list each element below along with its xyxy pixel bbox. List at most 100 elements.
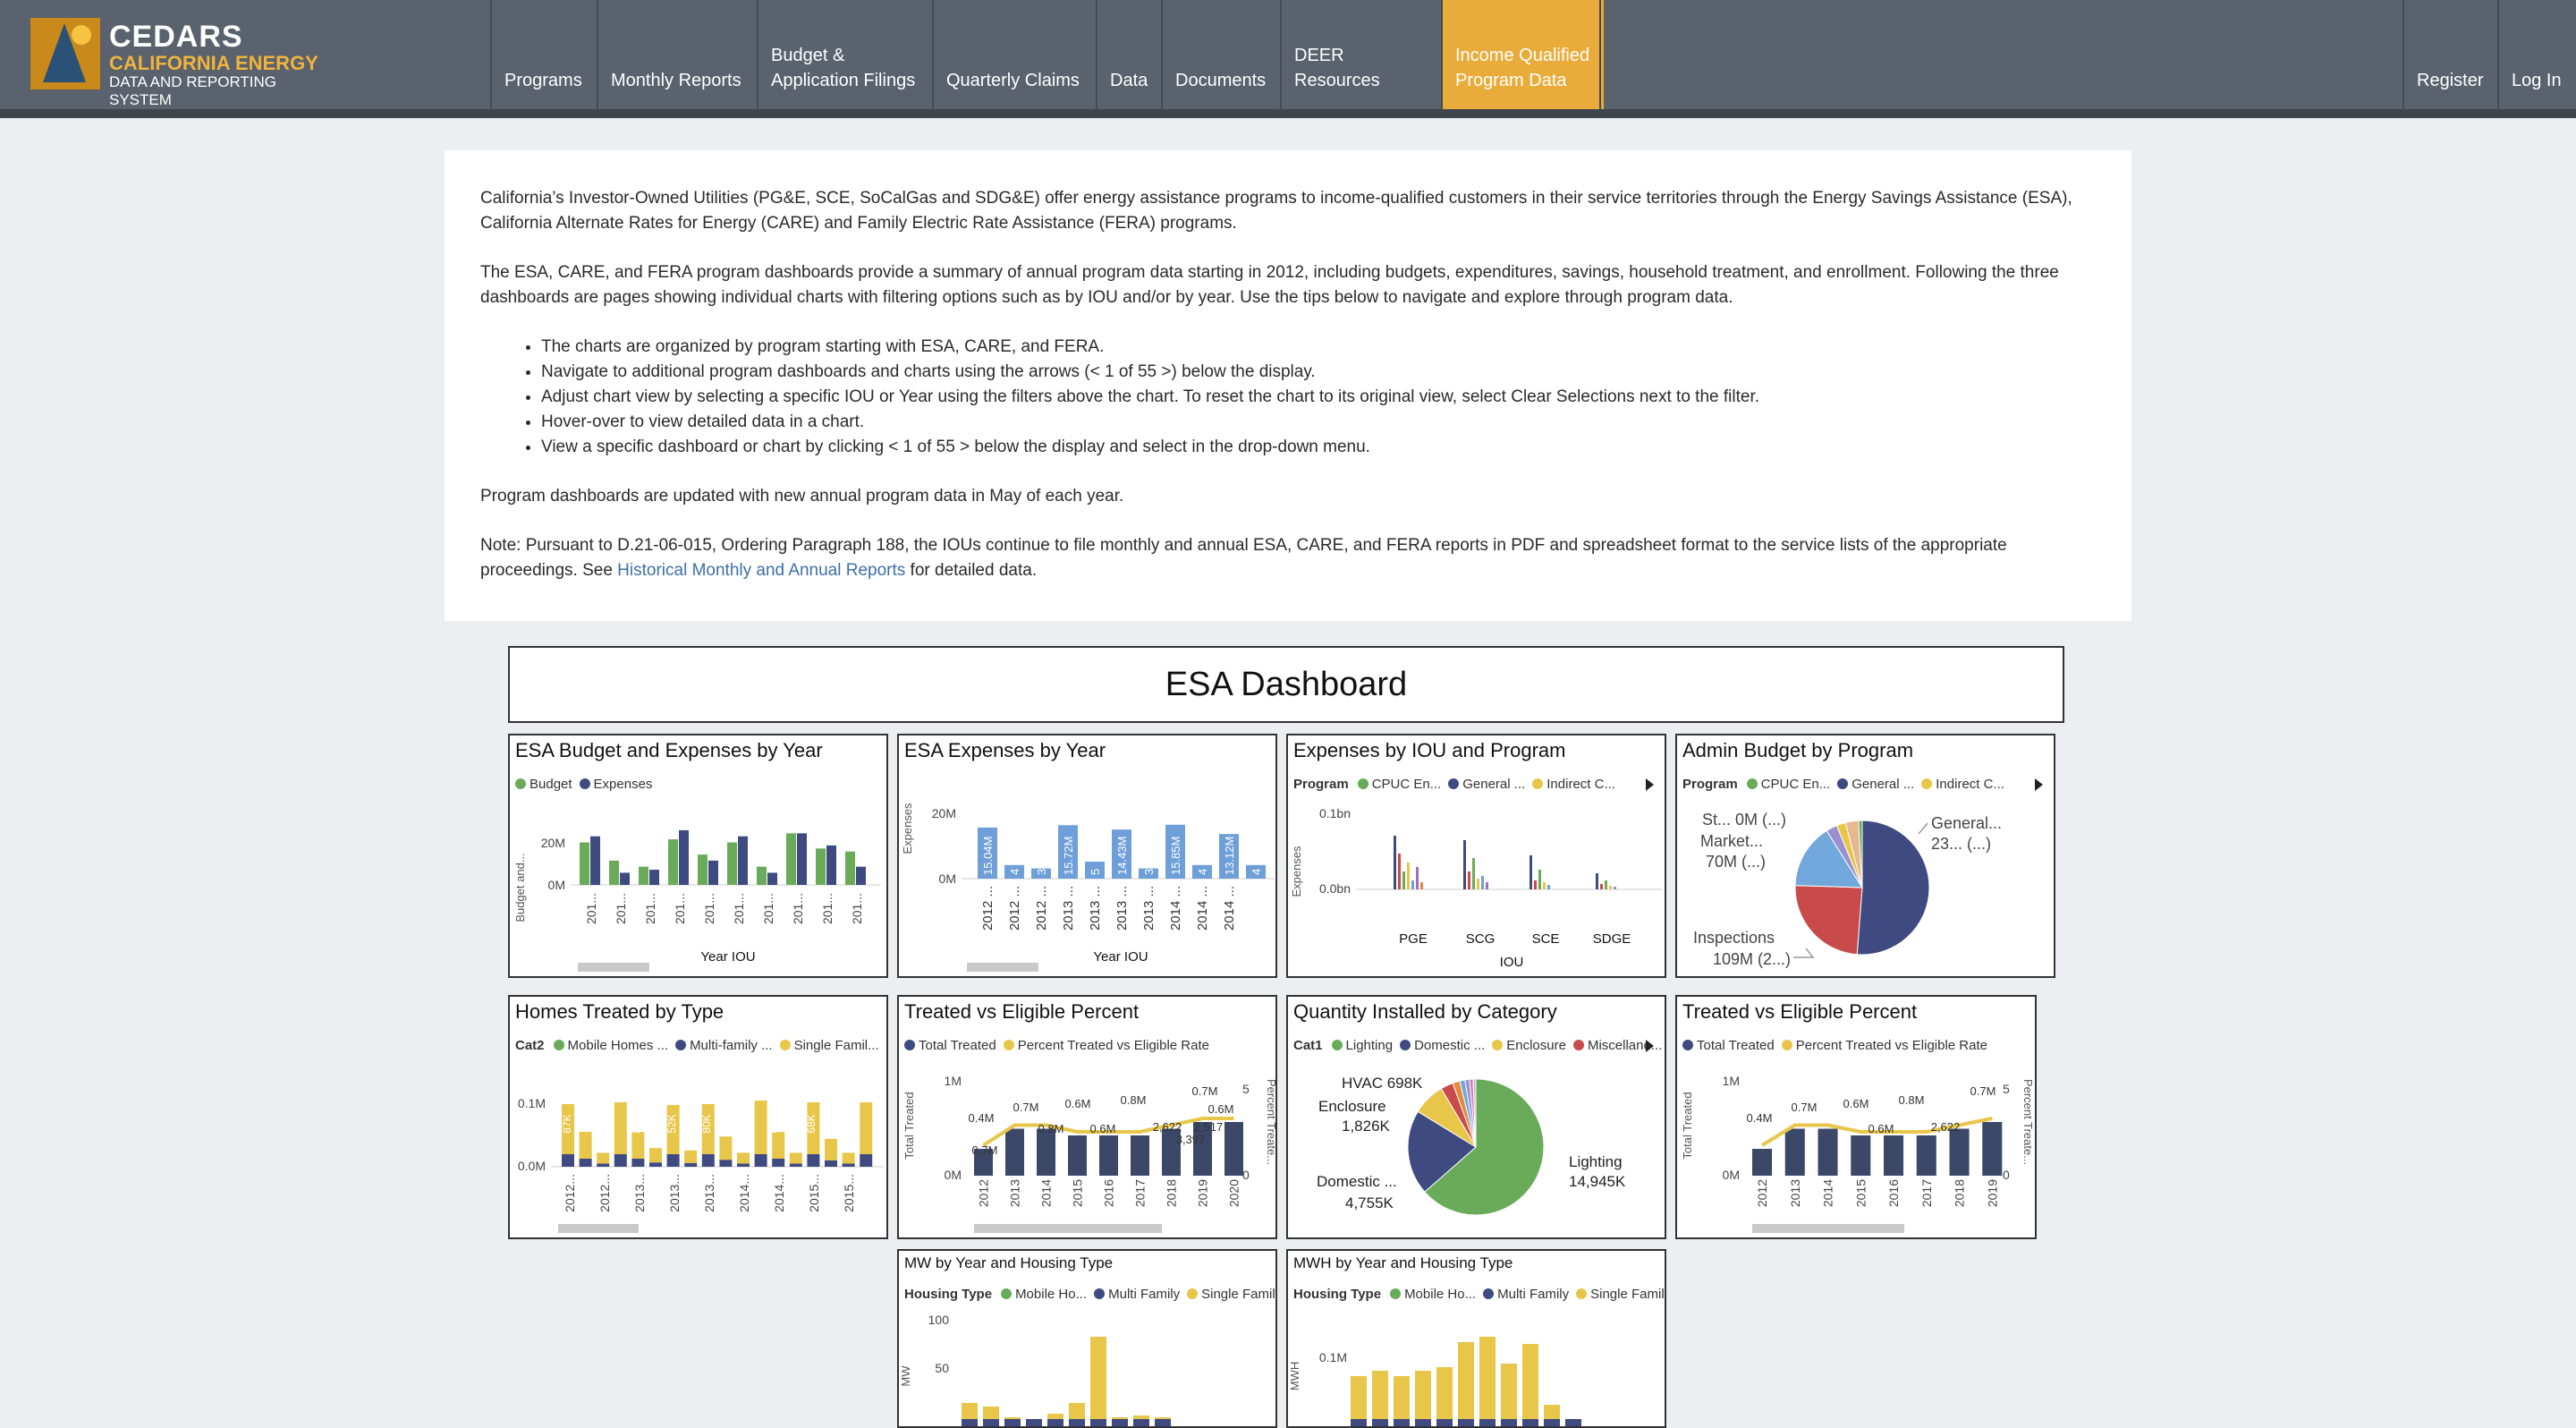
single-family-bar [842,1152,855,1164]
expense-bar [1031,868,1051,879]
data-label: 0.6M [1843,1097,1869,1110]
multi-family-bar [1047,1419,1063,1426]
svg-text:20M: 20M [541,836,565,850]
pie-plot: HVAC 698K Enclosure 1,826K Domestic ... … [1317,1075,1626,1216]
budget-bar [609,860,619,885]
nav-budget-application-filings[interactable]: Budget & Application Filings [757,0,932,109]
x-tick-label: 2013 [1008,1179,1022,1207]
total-treated-bar [1162,1128,1181,1176]
total-treated-bar [1784,1128,1805,1176]
bar-data-label: 3 [1035,869,1048,875]
x-tick-label: 201... [761,893,775,924]
chart-title: Homes Treated by Type [515,1000,724,1023]
svg-text:Year IOU: Year IOU [1093,949,1148,965]
chart-legend: Cat2 Mobile Homes ... Multi-family ... Sing… [515,1038,879,1053]
expense-bar [1246,864,1266,879]
nav-login[interactable]: Log In [2497,0,2576,109]
x-tick-label: 2012 [977,1179,991,1207]
nav-deer-resources[interactable]: DEER Resources [1280,0,1441,109]
treated-vs-eligible-chart[interactable]: Treated vs Eligible Percent Total Treate… [897,995,1277,1239]
nav-documents[interactable]: Documents [1161,0,1280,109]
x-tick-label: 2017 [1133,1179,1148,1207]
expense-bar [1165,824,1185,879]
quantity-installed-chart[interactable]: Quantity Installed by Category Cat1 Light… [1286,995,1666,1239]
data-label: 0.8M [1121,1093,1147,1107]
horizontal-scrollbar[interactable] [967,963,1038,972]
x-tick-label: 201... [643,893,657,924]
chart-title: Quantity Installed by Category [1293,1000,1557,1023]
svg-text:109M (2...): 109M (2...) [1713,950,1791,968]
x-tick-label: 201... [584,893,598,924]
data-label: 0.6M [1065,1097,1091,1110]
svg-text:5: 5 [2003,1082,2010,1096]
horizontal-scrollbar[interactable] [974,1224,1162,1233]
legend-next-arrow-icon[interactable] [2035,778,2043,791]
x-tick-label: 2017 [1919,1179,1934,1207]
data-label: 2,622 [1153,1120,1182,1134]
total-treated-bar [1099,1135,1118,1176]
svg-text:SCE: SCE [1532,931,1560,947]
pie-slice [1407,1110,1477,1193]
single-family-bar [701,1104,715,1154]
horizontal-scrollbar[interactable] [578,963,649,972]
nav-programs[interactable]: Programs [490,0,597,109]
total-treated-bar [1949,1128,1970,1176]
svg-text:0M: 0M [945,1168,962,1182]
nav-income-qualified-program-data[interactable]: Income Qualified Program Data [1441,0,1604,109]
single-family-bar [1394,1376,1410,1426]
expenses-bar [797,833,807,885]
svg-text:1M: 1M [945,1074,962,1088]
cedars-logo[interactable]: CEDARS CALIFORNIA ENERGY DATA AND REPORT… [30,18,326,108]
multi-family-bar [1479,1419,1496,1426]
intro-paragraph: The ESA, CARE, and FERA program dashboar… [480,263,2059,307]
logo-tagline: DATA AND REPORTING SYSTEM [109,73,277,108]
pie-slice [1472,1078,1477,1148]
horizontal-scrollbar[interactable] [558,1224,639,1233]
total-treated-bar [1982,1122,2003,1176]
expenses-by-year-chart[interactable]: ESA Expenses by Year Expenses 20M 0M 15.… [897,734,1277,978]
expenses-bar [708,860,718,885]
multi-family-bar [1394,1419,1410,1426]
x-tick-label: 2012 [1755,1179,1769,1207]
x-tick-label: 2012... [597,1174,612,1212]
chart-legend: Cat1 Lighting Domestic ... Enclosure Miscell… [1293,1038,1663,1053]
single-family-bar [1372,1371,1388,1426]
expenses-bar [826,845,836,885]
historical-reports-link[interactable]: Historical Monthly and Annual Reports [617,561,906,580]
x-tick-label: 2018 [1165,1179,1179,1207]
chart-legend: Program CPUC En... General ... Indirect C..… [1293,777,1615,792]
svg-text:Lighting: Lighting [1569,1153,1623,1170]
multi-family-bar [772,1159,785,1167]
multi-family-bar [1026,1419,1042,1426]
single-family-bar [807,1102,820,1154]
x-tick-label: 2014 ... [1168,886,1183,931]
iou-program-bar [1477,879,1479,889]
iou-program-bar [1472,858,1475,889]
legend-next-arrow-icon[interactable] [1646,778,1654,791]
budget-expenses-chart[interactable]: ESA Budget and Expenses by Year Budget Ex… [508,734,888,978]
homes-treated-chart[interactable]: Homes Treated by Type Cat2 Mobile Homes .… [508,995,888,1239]
x-tick-label: 2014 ... [1195,886,1210,931]
bar-data-label: 72K [840,1114,852,1133]
nav-quarterly-claims[interactable]: Quarterly Claims [932,0,1096,109]
horizontal-scrollbar[interactable] [1752,1224,1904,1233]
nav-register[interactable]: Register [2402,0,2497,109]
total-treated-bar [1068,1135,1087,1176]
nav-data[interactable]: Data [1096,0,1161,109]
svg-text:23... (...): 23... (...) [1931,835,1991,853]
legend-next-arrow-icon[interactable] [1646,1040,1654,1052]
admin-budget-chart[interactable]: Admin Budget by Program Program CPUC En..… [1675,734,2055,978]
mwh-by-year-chart[interactable]: MWH by Year and Housing Type Housing Typ… [1286,1249,1666,1428]
nav-monthly-reports[interactable]: Monthly Reports [597,0,757,109]
x-tick-label: 2012 ... [980,886,996,931]
x-tick-label: 2012 ... [1007,886,1022,931]
expense-bar [1058,825,1078,879]
mw-by-year-chart[interactable]: MW by Year and Housing Type Housing Type… [897,1249,1277,1428]
expenses-by-iou-chart[interactable]: Expenses by IOU and Program Program CPUC … [1286,734,1666,978]
svg-text:Total Treated: Total Treated [1681,1092,1694,1159]
svg-text:PGE: PGE [1399,931,1428,947]
iou-program-bar [1398,854,1401,889]
iou-program-bar [1416,867,1419,889]
treated-vs-eligible-chart-2[interactable]: Treated vs Eligible Percent Total Treate… [1675,995,2037,1239]
expenses-bar [856,866,866,885]
